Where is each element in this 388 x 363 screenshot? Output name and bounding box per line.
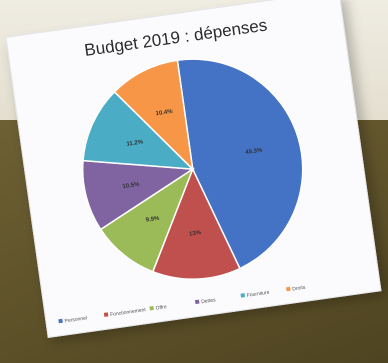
- legend-label-dettes: Dettes: [201, 297, 217, 305]
- pie-slice-droits: [113, 59, 194, 172]
- chart-card: Budget 2019 : dépenses 45.3% 13% 9.9% 10.5%…: [5, 0, 382, 338]
- pie-slice-dettes: [81, 159, 195, 231]
- slice-label-droits: 10.4%: [155, 109, 173, 117]
- slice-label-dettes: 10.5%: [122, 182, 140, 190]
- legend-swatch-droits: [286, 286, 291, 292]
- slice-label-offre: 9.9%: [145, 216, 160, 224]
- legend-label-fonctionnement: Fonctionnement: [110, 307, 147, 318]
- legend-label-fourniture: Fourniture: [246, 290, 270, 299]
- pie-chart: 45.3% 13% 9.9% 10.5% 11.2% 10.4% Personnel Fonc…: [58, 58, 306, 324]
- legend-label-personnel: Personnel: [64, 315, 87, 324]
- slice-label-personnel: 45.3%: [245, 148, 263, 156]
- legend-label-droits: Droits: [292, 285, 306, 293]
- legend-swatch-dettes: [194, 299, 200, 305]
- pie-slice-personnel: [176, 58, 304, 270]
- legend-swatch-fourniture: [240, 293, 246, 298]
- slice-label-fonctionnement: 13%: [189, 230, 202, 238]
- legend-label-offre: Offre: [155, 304, 167, 312]
- legend-swatch-fonctionnement: [103, 312, 109, 317]
- legend-swatch-offre: [149, 305, 154, 311]
- pie-slice-fourniture: [82, 90, 195, 171]
- pie-slice-fonctionnement: [151, 167, 241, 280]
- legend-swatch-personnel: [58, 318, 63, 324]
- slice-label-fourniture: 11.2%: [126, 139, 144, 147]
